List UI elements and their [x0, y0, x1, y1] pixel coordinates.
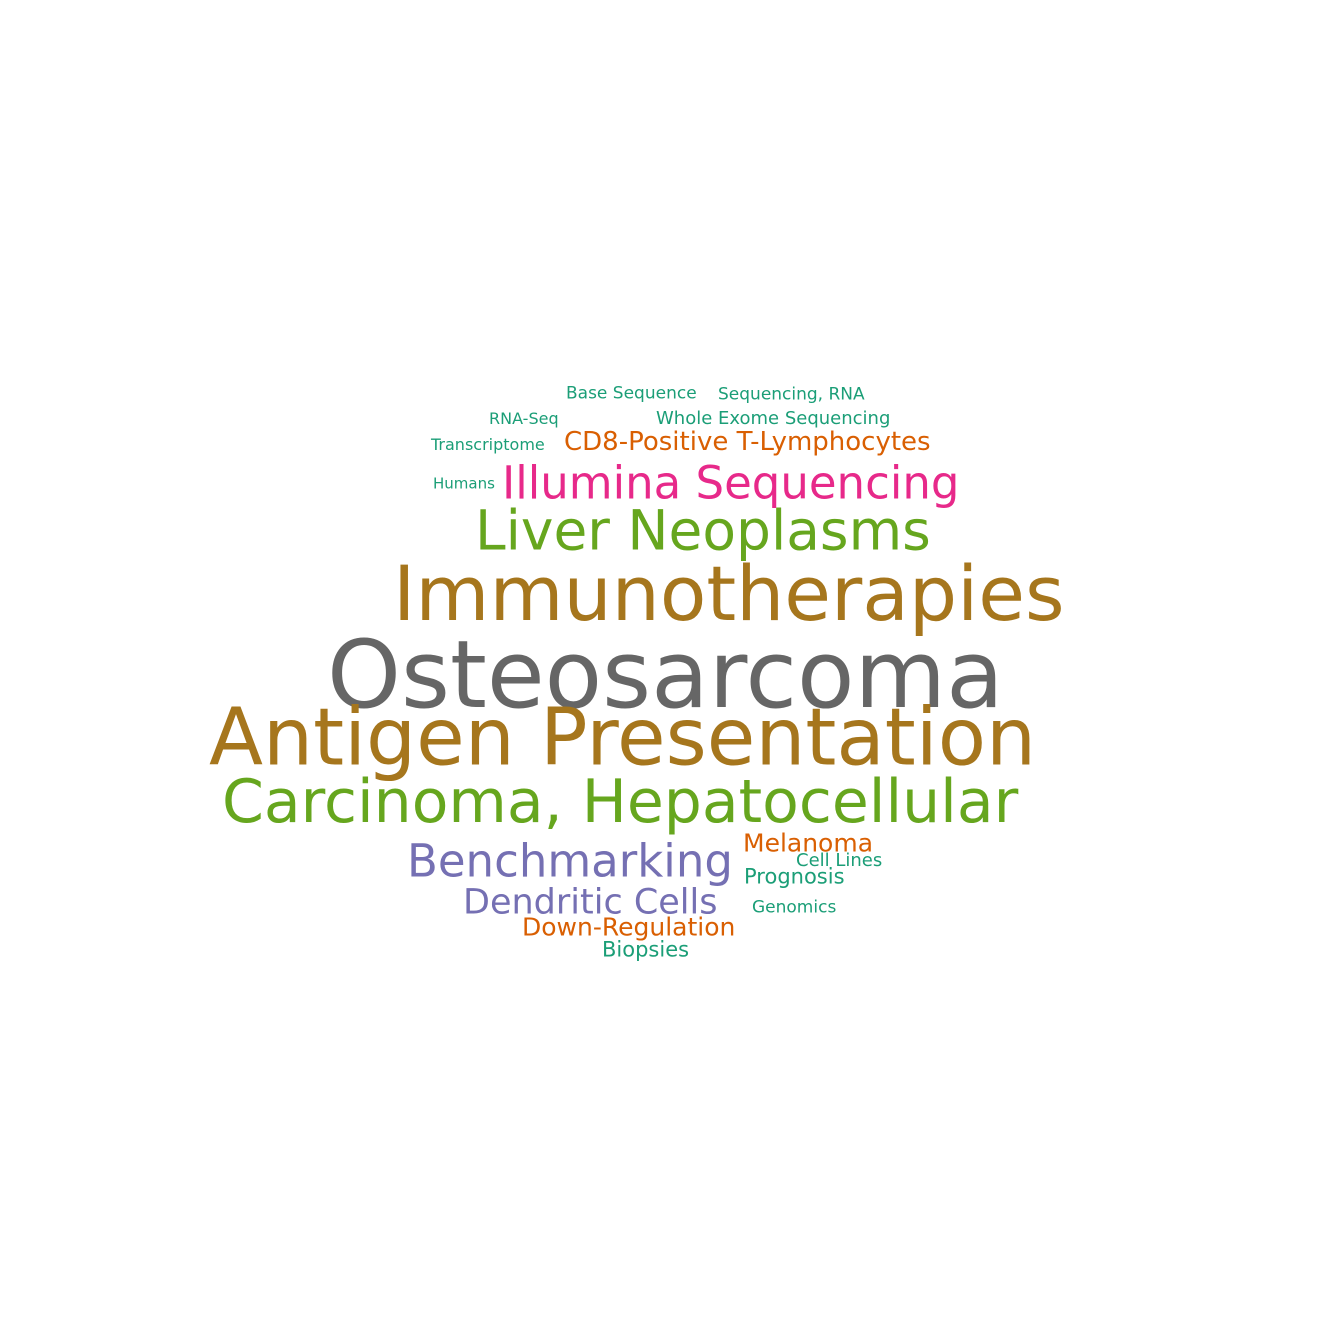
word-antigen-presentation: Antigen Presentation [209, 691, 1037, 784]
word-immunotherapies: Immunotherapies [393, 549, 1065, 638]
word-osteosarcoma: Osteosarcoma [327, 621, 1004, 730]
word-carcinoma-hepatocellular: Carcinoma, Hepatocellular [222, 767, 1019, 837]
word-melanoma: Melanoma [743, 828, 874, 858]
word-cell-lines: Cell Lines [796, 850, 883, 871]
word-benchmarking: Benchmarking [407, 834, 733, 888]
word-illumina-sequencing: Illumina Sequencing [502, 456, 960, 510]
word-transcriptome: Transcriptome [431, 435, 545, 454]
word-whole-exome-sequencing: Whole Exome Sequencing [656, 408, 891, 429]
word-liver-neoplasms: Liver Neoplasms [475, 498, 931, 563]
word-dendritic-cells: Dendritic Cells [463, 882, 718, 923]
word-base-sequence: Base Sequence [566, 383, 697, 404]
word-down-regulation: Down-Regulation [522, 912, 736, 942]
word-genomics: Genomics [752, 897, 837, 918]
word-rna-seq: RNA-Seq [489, 409, 559, 428]
word-sequencing-rna: Sequencing, RNA [718, 384, 865, 405]
word-cd8-positive-t-lymphocytes: CD8-Positive T-Lymphocytes [564, 427, 931, 457]
word-prognosis: Prognosis [744, 864, 845, 889]
word-biopsies: Biopsies [602, 937, 690, 962]
word-humans: Humans [433, 474, 495, 493]
